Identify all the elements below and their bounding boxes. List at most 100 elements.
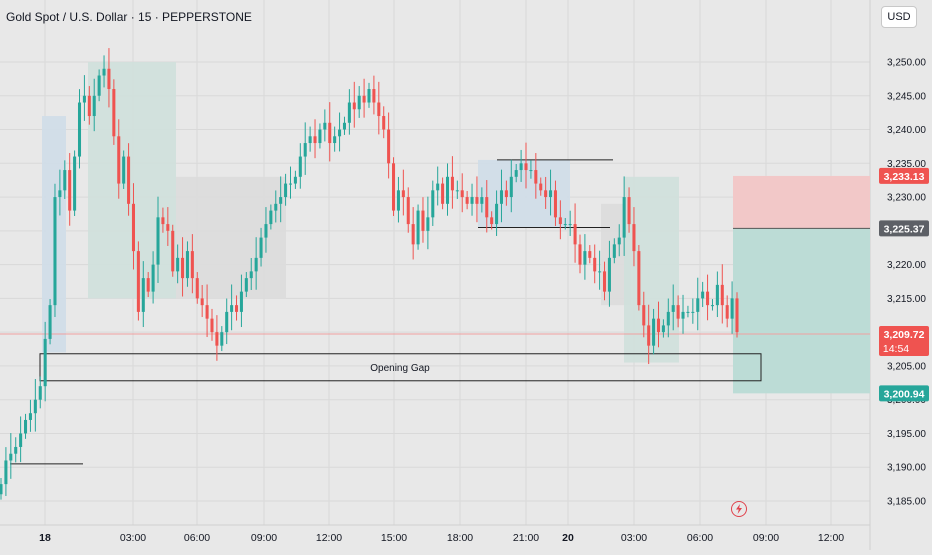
currency-button[interactable]: USD <box>881 6 917 28</box>
candle-body <box>671 305 675 312</box>
candle-body <box>9 453 13 461</box>
stop-price-tag-label: 3,233.13 <box>884 171 925 183</box>
candle-body <box>28 413 32 420</box>
candle-body <box>156 217 160 265</box>
opening-gap-box <box>39 353 762 382</box>
candle-body <box>627 197 631 225</box>
candle-body <box>701 291 705 299</box>
current-price-tag <box>879 326 929 357</box>
candle-body <box>87 95 91 117</box>
candle-body <box>534 170 538 184</box>
candle-body <box>421 210 425 231</box>
candle-body <box>24 419 28 434</box>
candle-body <box>568 224 572 226</box>
candle-body <box>333 136 337 144</box>
candle-body <box>642 305 646 326</box>
candle-body <box>720 284 724 306</box>
x-tick-label: 06:00 <box>687 532 713 544</box>
candle-body <box>338 129 342 137</box>
candle-body <box>445 176 450 204</box>
candle-body <box>112 89 116 137</box>
candle-body <box>19 433 23 447</box>
x-tick-label: 12:00 <box>818 532 844 544</box>
entry-price-tag <box>879 220 929 237</box>
candle-body <box>63 170 67 191</box>
candle-body <box>563 224 567 226</box>
entry-price-tag-label: 3,225.37 <box>884 223 925 235</box>
candle-body <box>185 251 189 279</box>
candle-body <box>387 129 391 164</box>
candle-body <box>215 332 219 346</box>
x-tick-label: 09:00 <box>753 532 779 544</box>
candle-body <box>205 305 209 319</box>
y-tick-label: 3,250.00 <box>887 58 926 69</box>
candle-body <box>347 102 351 123</box>
zone-green-1 <box>88 62 176 299</box>
candle-body <box>210 318 214 333</box>
candle-body <box>171 230 175 272</box>
candle-body <box>593 257 597 272</box>
symbol-title[interactable]: Gold Spot / U.S. Dollar · 15 · PEPPERSTO… <box>6 10 252 24</box>
candle-body <box>666 311 670 326</box>
candle-body <box>681 311 685 319</box>
candle-body <box>181 257 185 279</box>
candle-body <box>524 163 528 171</box>
candle-body <box>691 311 695 313</box>
candle-body <box>529 170 533 172</box>
y-tick-label: 3,190.00 <box>887 463 926 474</box>
candle-body <box>220 332 224 346</box>
current-price-tag-label: 3,209.72 <box>884 329 925 341</box>
lightning-glyph <box>736 504 742 514</box>
target-price-tag-label: 3,200.94 <box>884 388 925 400</box>
candle-body <box>441 183 445 204</box>
candle-body <box>598 271 602 273</box>
candle-body <box>406 197 410 225</box>
candle-body <box>254 257 258 272</box>
x-tick-label: 09:00 <box>251 532 277 544</box>
candle-body <box>117 136 121 184</box>
candle-body <box>652 318 656 346</box>
x-tick-label: 03:00 <box>120 532 146 544</box>
candle-body <box>725 305 729 319</box>
candle-body <box>239 291 243 312</box>
candle-body <box>225 311 229 333</box>
candle-body <box>715 284 719 306</box>
candle-body <box>131 203 136 252</box>
candle-body <box>475 197 479 204</box>
candle-body <box>176 257 180 272</box>
candle-body <box>146 278 150 292</box>
candle-body <box>313 136 317 144</box>
candle-body <box>637 251 641 306</box>
candle-body <box>647 325 651 346</box>
y-tick-label: 3,215.00 <box>887 294 926 305</box>
candle-body <box>274 203 278 211</box>
candle-body <box>588 251 592 258</box>
candle-body <box>82 95 86 103</box>
candle-body <box>259 237 263 258</box>
candle-body <box>396 190 400 211</box>
candle-body <box>318 129 322 144</box>
lightning-icon[interactable] <box>731 501 747 517</box>
candle-body <box>141 278 145 312</box>
y-tick-label: 3,240.00 <box>887 125 926 136</box>
candle-body <box>416 210 420 245</box>
candle-body <box>136 251 140 312</box>
candle-body <box>544 190 548 198</box>
candle-body <box>367 89 371 103</box>
candle-body <box>43 338 47 387</box>
stop-price-tag <box>879 167 929 184</box>
candle-body <box>509 176 513 198</box>
candle-body <box>617 237 621 245</box>
candle-body <box>190 251 194 279</box>
candle-body <box>303 143 307 157</box>
candle-body <box>676 305 680 319</box>
candle-body <box>352 102 356 110</box>
stop-loss-zone <box>733 175 870 229</box>
candle-body <box>279 197 283 204</box>
candle-body <box>401 190 405 198</box>
candle-body <box>342 122 346 130</box>
y-tick-label: 3,205.00 <box>887 361 926 372</box>
candle-body <box>686 311 690 313</box>
